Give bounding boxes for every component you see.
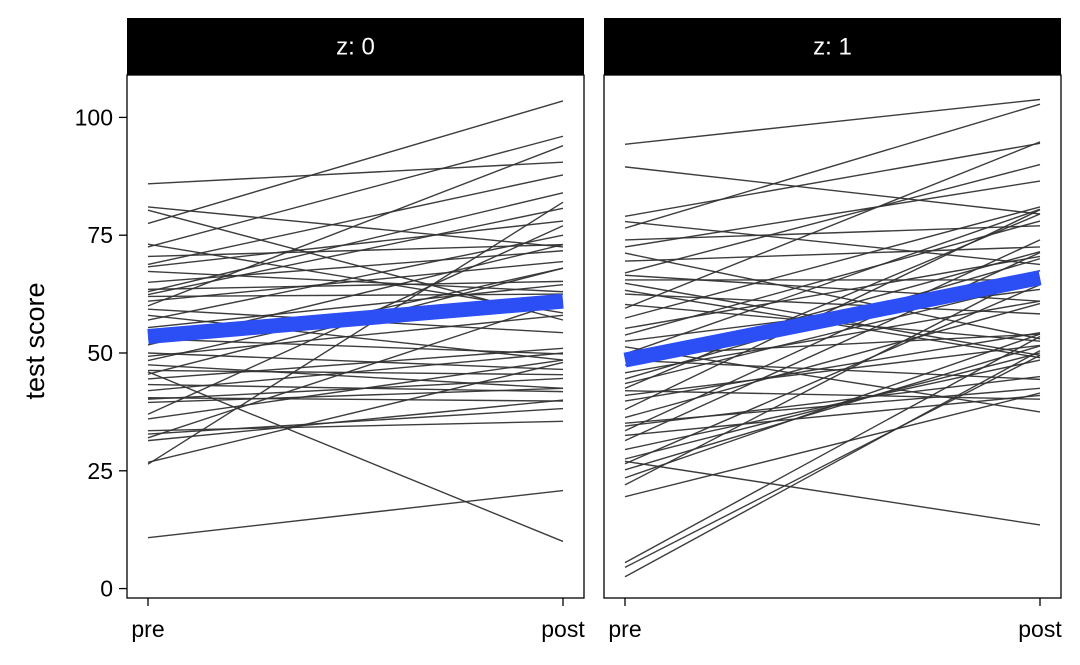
individual-line-1-33: [624, 209, 1041, 411]
individual-line-1-4: [624, 103, 1041, 229]
individual-line-1-43: [624, 284, 1041, 465]
facet-panel-1: z: 1 pre post: [603, 18, 1062, 642]
facet-panel-0: z: 0 pre post: [126, 18, 585, 642]
individual-line-1-0: [624, 98, 1041, 145]
individual-line-0-25: [147, 314, 564, 357]
x-tick-label-0-0: pre: [131, 616, 164, 642]
individual-line-1-9: [624, 163, 1041, 274]
individual-line-0-41: [147, 300, 564, 439]
individual-line-1-16: [624, 141, 1041, 309]
individual-line-1-48: [624, 335, 1041, 564]
mean-line-0: [147, 293, 564, 344]
individual-line-0-38: [147, 359, 564, 420]
individual-line-0-1: [147, 206, 564, 248]
individual-line-0-29: [147, 371, 564, 543]
individual-line-0-10: [147, 250, 564, 284]
individual-line-0-43: [147, 361, 564, 463]
individual-line-1-14: [624, 293, 1041, 315]
individual-line-0-24: [147, 352, 564, 371]
individual-line-1-37: [624, 239, 1041, 432]
x-tick-label-1-0: pre: [608, 616, 641, 642]
individual-line-1-45: [624, 333, 1041, 479]
individual-line-1-17: [624, 206, 1041, 319]
individual-line-0-28: [147, 369, 564, 376]
individual-line-1-47: [624, 392, 1041, 498]
individual-line-0-12: [147, 192, 564, 293]
individual-line-0-19: [147, 234, 564, 321]
individual-line-0-44: [147, 201, 564, 465]
individual-line-1-49: [624, 354, 1041, 568]
individual-line-0-33: [147, 352, 564, 392]
panel-border-1: [603, 74, 1062, 599]
individual-line-0-11: [147, 280, 564, 291]
individual-line-1-8: [624, 246, 1041, 262]
individual-line-0-16: [147, 145, 564, 307]
facet-strip-1: [604, 18, 1061, 75]
individual-line-0-15: [147, 260, 564, 302]
individual-line-1-3: [624, 220, 1041, 266]
individual-line-1-5: [624, 225, 1041, 241]
individual-line-1-6: [624, 180, 1041, 248]
individual-line-0-13: [147, 207, 564, 296]
x-tick-label-1-1: post: [1018, 616, 1062, 642]
individual-line-0-40: [147, 407, 564, 435]
x-tick-label-0-1: post: [541, 616, 585, 642]
individual-line-1-31: [624, 344, 1041, 397]
individual-line-1-36: [624, 375, 1041, 427]
facet-strip-0: [127, 18, 584, 75]
y-tick-label-1: 25: [87, 458, 113, 484]
individual-line-1-32: [624, 332, 1041, 402]
individual-line-1-2: [624, 142, 1041, 218]
individual-line-0-22: [147, 338, 564, 355]
panel-border-0: [126, 74, 585, 599]
individual-line-0-3: [147, 100, 564, 225]
individual-line-0-34: [147, 397, 564, 402]
individual-line-0-5: [147, 135, 564, 248]
individual-line-1-38: [624, 394, 1041, 437]
individual-line-0-8: [147, 220, 564, 268]
individual-line-0-42: [147, 399, 564, 442]
individual-line-1-19: [624, 220, 1041, 336]
individual-line-1-28: [624, 281, 1041, 385]
individual-line-1-24: [624, 359, 1041, 381]
y-tick-label-3: 75: [87, 222, 113, 248]
individual-line-1-42: [624, 460, 1041, 526]
y-tick-label-2: 50: [87, 340, 113, 366]
y-tick-label-4: 100: [75, 104, 113, 130]
individual-line-1-1: [624, 166, 1041, 215]
individual-line-1-50: [624, 350, 1041, 578]
facet-strip-label-1: z: 1: [813, 34, 852, 61]
individual-line-0-7: [147, 174, 564, 266]
individual-line-0-27: [147, 364, 564, 390]
individual-line-0-36: [147, 387, 564, 404]
individual-line-1-26: [624, 300, 1041, 374]
individual-line-1-22: [624, 208, 1041, 355]
mean-line-1: [623, 270, 1042, 368]
individual-line-0-45: [147, 489, 564, 539]
facet-strip-label-0: z: 0: [336, 34, 375, 61]
y-tick-label-0: 0: [100, 576, 113, 602]
y-axis-title: test score: [20, 282, 50, 399]
individual-line-0-18: [147, 314, 564, 361]
individual-line-1-30: [624, 389, 1041, 400]
individual-line-1-7: [624, 252, 1041, 340]
individual-line-1-46: [624, 269, 1041, 486]
individual-line-0-20: [147, 283, 564, 329]
individual-line-0-39: [147, 420, 564, 432]
individual-line-0-31: [147, 347, 564, 380]
individual-line-0-0: [147, 161, 564, 185]
individual-line-1-21: [624, 346, 1041, 413]
